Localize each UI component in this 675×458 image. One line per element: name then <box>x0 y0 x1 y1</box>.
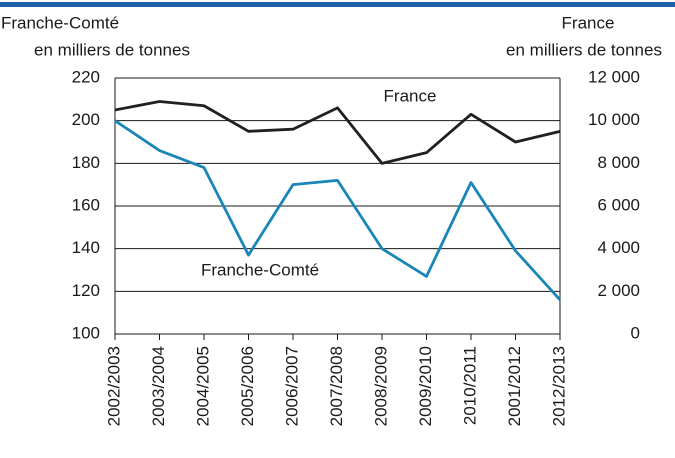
y2-tick-label: 0 <box>631 323 640 342</box>
y-tick-label: 140 <box>72 238 100 257</box>
y2-tick-label: 6 000 <box>597 195 640 214</box>
x-tick-label: 2005/2006 <box>238 346 257 426</box>
x-tick-label: 2007/2008 <box>327 346 346 426</box>
y-tick-label: 180 <box>72 153 100 172</box>
x-tick-label: 2012/2013 <box>549 346 568 426</box>
y-tick-label: 160 <box>72 195 100 214</box>
y-tick-label: 120 <box>72 281 100 300</box>
x-tick-label: 2004/2005 <box>193 346 212 426</box>
series-annotation: France <box>384 86 437 105</box>
y2-tick-label: 10 000 <box>588 110 640 129</box>
y2-tick-label: 8 000 <box>597 153 640 172</box>
y2-label: France <box>562 13 615 32</box>
series-line <box>114 100 561 165</box>
y-tick-label: 200 <box>72 110 100 129</box>
y2-tick-label: 12 000 <box>588 67 640 86</box>
x-tick-label: 2010/2011 <box>460 346 479 425</box>
top-bar <box>0 2 675 7</box>
x-tick-label: 2002/2003 <box>104 346 123 426</box>
x-tick-label: 2009/2010 <box>416 346 435 426</box>
y-label: en milliers de tonnes <box>34 40 190 59</box>
y-label: Franche-Comté <box>1 13 119 32</box>
series-line <box>114 119 562 301</box>
y2-label: en milliers de tonnes <box>506 40 662 59</box>
y2-tick-label: 4 000 <box>597 238 640 257</box>
y2-tick-label: 2 000 <box>597 281 640 300</box>
x-tick-label: 2001/2012 <box>505 346 524 426</box>
x-tick-label: 2003/2004 <box>149 346 168 426</box>
x-tick-label: 2008/2009 <box>371 346 390 426</box>
series-annotation: Franche-Comté <box>201 260 319 279</box>
y-tick-label: 220 <box>72 67 100 86</box>
y-tick-label: 100 <box>72 323 100 342</box>
x-tick-label: 2006/2007 <box>282 346 301 426</box>
